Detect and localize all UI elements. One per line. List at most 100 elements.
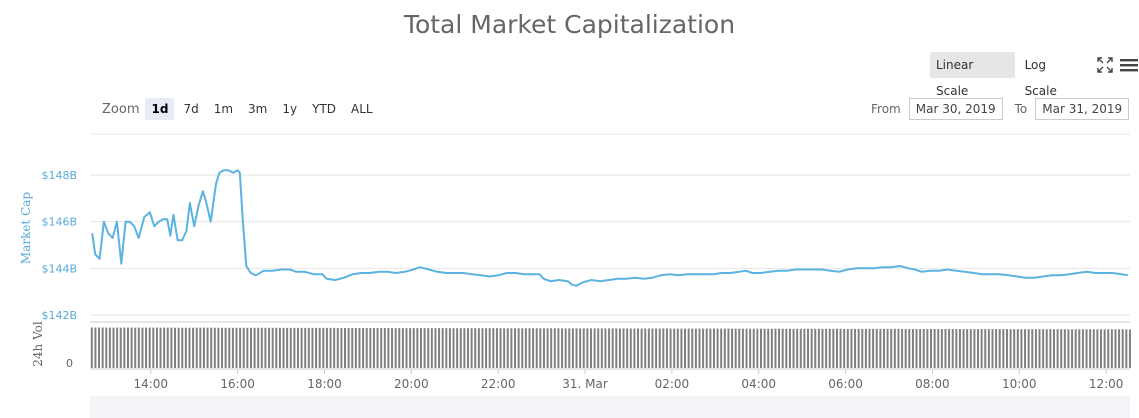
volume-bar xyxy=(116,327,119,368)
y-tick-label: $148B xyxy=(41,169,77,182)
volume-bar xyxy=(579,328,582,368)
volume-bar xyxy=(1114,329,1117,368)
volume-bar xyxy=(633,328,636,368)
x-tick-label: 14:00 xyxy=(133,377,168,391)
volume-bar xyxy=(828,328,831,368)
zoom-7d-button[interactable]: 7d xyxy=(183,102,199,116)
volume-bar xyxy=(904,329,907,368)
volume-bar xyxy=(1027,329,1030,368)
volume-bar xyxy=(720,328,723,368)
volume-bar xyxy=(734,328,737,368)
volume-bar xyxy=(1121,329,1124,368)
linear-scale-button[interactable]: Linear Scale xyxy=(930,52,1015,98)
volume-bar xyxy=(821,328,824,368)
volume-bar xyxy=(336,328,339,368)
volume-bar xyxy=(586,328,589,368)
volume-bar xyxy=(1103,329,1106,368)
log-scale-button[interactable]: Log Scale xyxy=(1024,58,1057,98)
volume-bar xyxy=(561,328,564,368)
volume-bar xyxy=(955,329,958,368)
volume-bar xyxy=(911,329,914,368)
volume-bar xyxy=(640,328,643,368)
volume-bar xyxy=(1085,329,1088,368)
volume-bar xyxy=(814,328,817,368)
to-label: To xyxy=(1014,102,1028,116)
zoom-1m-button[interactable]: 1m xyxy=(213,102,234,116)
volume-bar xyxy=(987,329,990,368)
volume-bar xyxy=(297,327,299,368)
from-label: From xyxy=(871,102,901,116)
volume-bar xyxy=(311,327,314,368)
zoom-all-button[interactable]: ALL xyxy=(351,102,373,116)
volume-bar xyxy=(286,327,289,368)
volume-bar xyxy=(467,328,469,368)
volume-bar xyxy=(333,327,336,368)
volume-bar xyxy=(264,327,267,368)
volume-bar xyxy=(817,328,820,368)
volume-bar xyxy=(1081,329,1084,368)
zoom-selector: Zoom 1d 7d 1m 3m 1y YTD ALL xyxy=(102,98,382,120)
volume-bar xyxy=(155,327,158,368)
volume-bar xyxy=(101,327,104,368)
volume-bar xyxy=(1056,329,1059,368)
volume-bar xyxy=(477,328,480,368)
volume-bar xyxy=(915,329,918,368)
volume-bar xyxy=(488,328,491,368)
navigator-strip xyxy=(90,396,1130,418)
volume-bar xyxy=(669,328,672,368)
volume-bar xyxy=(137,327,140,368)
volume-bar xyxy=(542,328,545,368)
scale-toolbar: Linear Scale Log Scale xyxy=(930,52,1139,98)
volume-bar xyxy=(673,328,676,368)
volume-bar xyxy=(1100,329,1103,368)
volume-bar xyxy=(749,328,752,368)
volume-bar xyxy=(1049,329,1052,368)
volume-bar xyxy=(1024,329,1027,368)
volume-bar xyxy=(188,327,191,368)
fullscreen-icon[interactable] xyxy=(1095,52,1115,78)
volume-bar xyxy=(1125,329,1128,368)
volume-bar xyxy=(376,328,379,368)
volume-bar xyxy=(810,328,813,368)
volume-bar xyxy=(600,328,603,368)
volume-bar xyxy=(926,329,929,368)
volume-bar xyxy=(221,327,224,368)
volume-bar xyxy=(760,328,762,368)
volume-bar xyxy=(253,327,256,368)
volume-bar xyxy=(774,328,777,368)
volume-bar xyxy=(195,327,198,368)
volume-bar xyxy=(770,328,773,368)
volume-bar xyxy=(217,327,220,368)
to-date-input[interactable]: Mar 31, 2019 xyxy=(1035,98,1130,120)
zoom-3m-button[interactable]: 3m xyxy=(248,102,268,116)
volume-bar xyxy=(850,328,853,368)
zoom-1y-button[interactable]: 1y xyxy=(282,102,298,116)
y-tick-label: $144B xyxy=(41,262,77,275)
volume-bar xyxy=(1052,329,1055,368)
y-tick-label: $146B xyxy=(41,216,77,229)
volume-bar xyxy=(930,329,932,368)
volume-bar xyxy=(163,327,166,368)
hamburger-menu-icon[interactable] xyxy=(1119,52,1139,78)
volume-bar xyxy=(687,328,690,368)
volume-bar xyxy=(394,328,397,368)
zoom-ytd-button[interactable]: YTD xyxy=(312,102,337,116)
volume-bar xyxy=(514,328,517,368)
volume-bar xyxy=(177,327,180,368)
date-range-selector: From Mar 30, 2019 To Mar 31, 2019 xyxy=(871,98,1130,120)
volume-bar xyxy=(716,328,719,368)
volume-bar xyxy=(752,328,755,368)
volume-bar xyxy=(130,327,133,368)
from-date-input[interactable]: Mar 30, 2019 xyxy=(908,98,1003,120)
volume-bar xyxy=(582,328,585,368)
volume-bar xyxy=(1005,329,1008,368)
volume-bar xyxy=(680,328,683,368)
volume-bar xyxy=(676,328,679,368)
volume-bar xyxy=(980,329,983,368)
volume-bar xyxy=(347,328,350,368)
volume-bar xyxy=(278,327,281,368)
zoom-1d-button[interactable]: 1d xyxy=(145,98,175,120)
volume-bar xyxy=(958,329,961,368)
volume-bar xyxy=(738,328,741,368)
